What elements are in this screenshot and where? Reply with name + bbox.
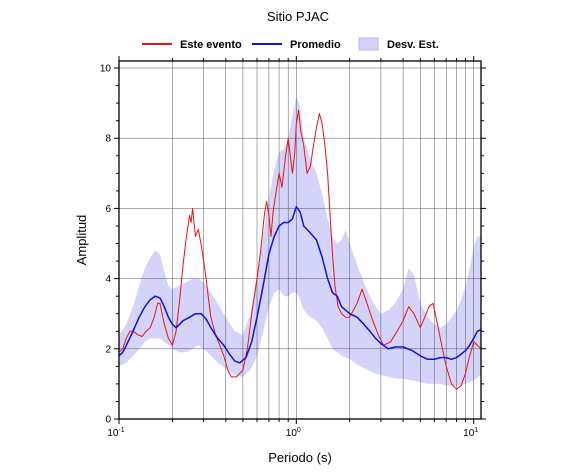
std-band	[119, 96, 481, 386]
std-band-layer	[119, 96, 481, 386]
y-tick-label: 8	[105, 134, 111, 145]
plot-frame	[118, 60, 482, 420]
x-axis-label: Periodo (s)	[268, 450, 332, 465]
series-layer	[118, 109, 482, 390]
series-line-este-evento	[118, 109, 482, 390]
y-tick-label: 10	[100, 64, 112, 75]
x-tick-label: 100	[286, 427, 301, 439]
y-tick-label: 4	[105, 274, 111, 285]
y-tick-label: 0	[105, 415, 111, 426]
legend-label: Desv. Est.	[387, 39, 439, 51]
legend: Este evento Promedio Desv. Est.	[142, 37, 439, 51]
chart-title: Sitio PJAC	[267, 9, 329, 24]
series-line-promedio	[118, 205, 482, 364]
legend-swatch-box	[358, 37, 379, 51]
x-tick-labels: 10-1 100 101	[107, 427, 478, 439]
legend-label: Promedio	[290, 39, 341, 51]
x-tick-label: 10-1	[107, 427, 124, 439]
plot-area	[114, 56, 486, 424]
legend-label: Este evento	[180, 39, 242, 51]
y-tick-label: 2	[105, 344, 111, 355]
y-tick-label: 6	[105, 204, 111, 215]
y-tick-labels: 0 2 4 6 8 10	[100, 64, 112, 426]
y-axis-label: Amplitud	[74, 215, 89, 266]
x-tick-label: 101	[463, 427, 478, 439]
